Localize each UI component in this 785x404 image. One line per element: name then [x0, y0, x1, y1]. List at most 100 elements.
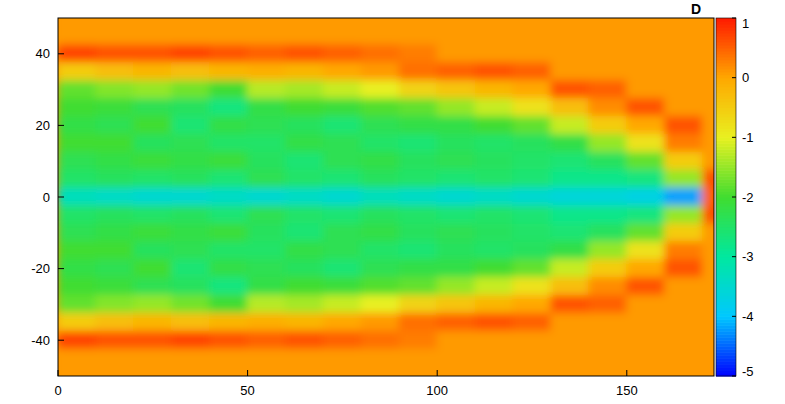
cell	[95, 331, 134, 350]
cell	[550, 134, 589, 153]
cell	[588, 295, 627, 314]
cell	[323, 367, 362, 376]
cell	[133, 44, 172, 63]
cell	[437, 295, 476, 314]
cell	[664, 18, 703, 27]
cell	[285, 116, 324, 135]
cell	[550, 331, 589, 350]
cell	[399, 62, 438, 81]
cell	[475, 277, 514, 296]
cell	[588, 44, 627, 63]
cell	[285, 170, 324, 189]
cell	[133, 295, 172, 314]
cell	[588, 188, 627, 207]
y-tick	[58, 268, 64, 269]
cell	[361, 134, 400, 153]
cell	[664, 259, 703, 278]
cell	[399, 295, 438, 314]
cell	[399, 80, 438, 99]
cell	[399, 188, 438, 207]
x-tick-label: 100	[426, 383, 448, 398]
y-tick-label: 40	[36, 46, 50, 61]
cell	[95, 205, 134, 224]
cell	[550, 313, 589, 332]
cell	[361, 367, 400, 376]
cell	[323, 116, 362, 135]
cell	[550, 98, 589, 117]
x-tick	[58, 370, 59, 376]
cell	[475, 205, 514, 224]
cell	[323, 62, 362, 81]
cell	[664, 367, 703, 376]
colorbar-tick	[732, 316, 736, 317]
cell	[399, 18, 438, 27]
cell	[285, 152, 324, 171]
cell	[58, 331, 96, 350]
cell	[626, 313, 665, 332]
cell	[133, 152, 172, 171]
cell	[664, 134, 703, 153]
cell	[285, 18, 324, 27]
cell	[247, 367, 286, 376]
cell	[437, 116, 476, 135]
cell	[513, 26, 552, 45]
plot-background	[58, 18, 714, 376]
cell	[58, 241, 96, 260]
cell	[171, 349, 210, 368]
cell	[285, 259, 324, 278]
cell	[475, 241, 514, 260]
cell	[58, 98, 96, 117]
cell	[323, 295, 362, 314]
cell	[58, 152, 96, 171]
cell	[171, 259, 210, 278]
colorbar-tick	[732, 376, 736, 377]
cell	[361, 98, 400, 117]
colorbar-tick-label: -3	[742, 249, 754, 264]
cell	[209, 116, 248, 135]
cell	[550, 80, 589, 99]
cell	[95, 241, 134, 260]
cell	[171, 18, 210, 27]
cell	[475, 116, 514, 135]
cell	[285, 295, 324, 314]
cell	[475, 331, 514, 350]
cell	[58, 205, 96, 224]
cell	[588, 349, 627, 368]
cell	[437, 223, 476, 242]
cell	[133, 62, 172, 81]
cell	[513, 44, 552, 63]
cell	[475, 223, 514, 242]
chart: 050100150-40-2002040-5-4-3-2-101D	[0, 0, 785, 404]
cell	[323, 223, 362, 242]
cell	[95, 277, 134, 296]
cell	[247, 241, 286, 260]
cell	[285, 80, 324, 99]
cell	[664, 349, 703, 368]
cell	[588, 313, 627, 332]
cell	[550, 241, 589, 260]
cell	[95, 18, 134, 27]
cell	[247, 205, 286, 224]
cell	[133, 349, 172, 368]
cell	[550, 26, 589, 45]
cell	[475, 313, 514, 332]
cell	[133, 188, 172, 207]
cell	[171, 331, 210, 350]
cell	[550, 18, 589, 27]
cell	[664, 241, 703, 260]
cell	[588, 367, 627, 376]
cell	[361, 152, 400, 171]
cell	[664, 170, 703, 189]
cell	[95, 98, 134, 117]
cell	[209, 241, 248, 260]
cell	[550, 367, 589, 376]
y-tick	[58, 340, 64, 341]
cell	[95, 152, 134, 171]
cell	[399, 367, 438, 376]
colorbar-tick-label: 1	[742, 16, 749, 31]
y-tick-label: -40	[31, 333, 50, 348]
cell	[513, 152, 552, 171]
cell	[58, 26, 96, 45]
cell	[626, 80, 665, 99]
cell	[133, 313, 172, 332]
